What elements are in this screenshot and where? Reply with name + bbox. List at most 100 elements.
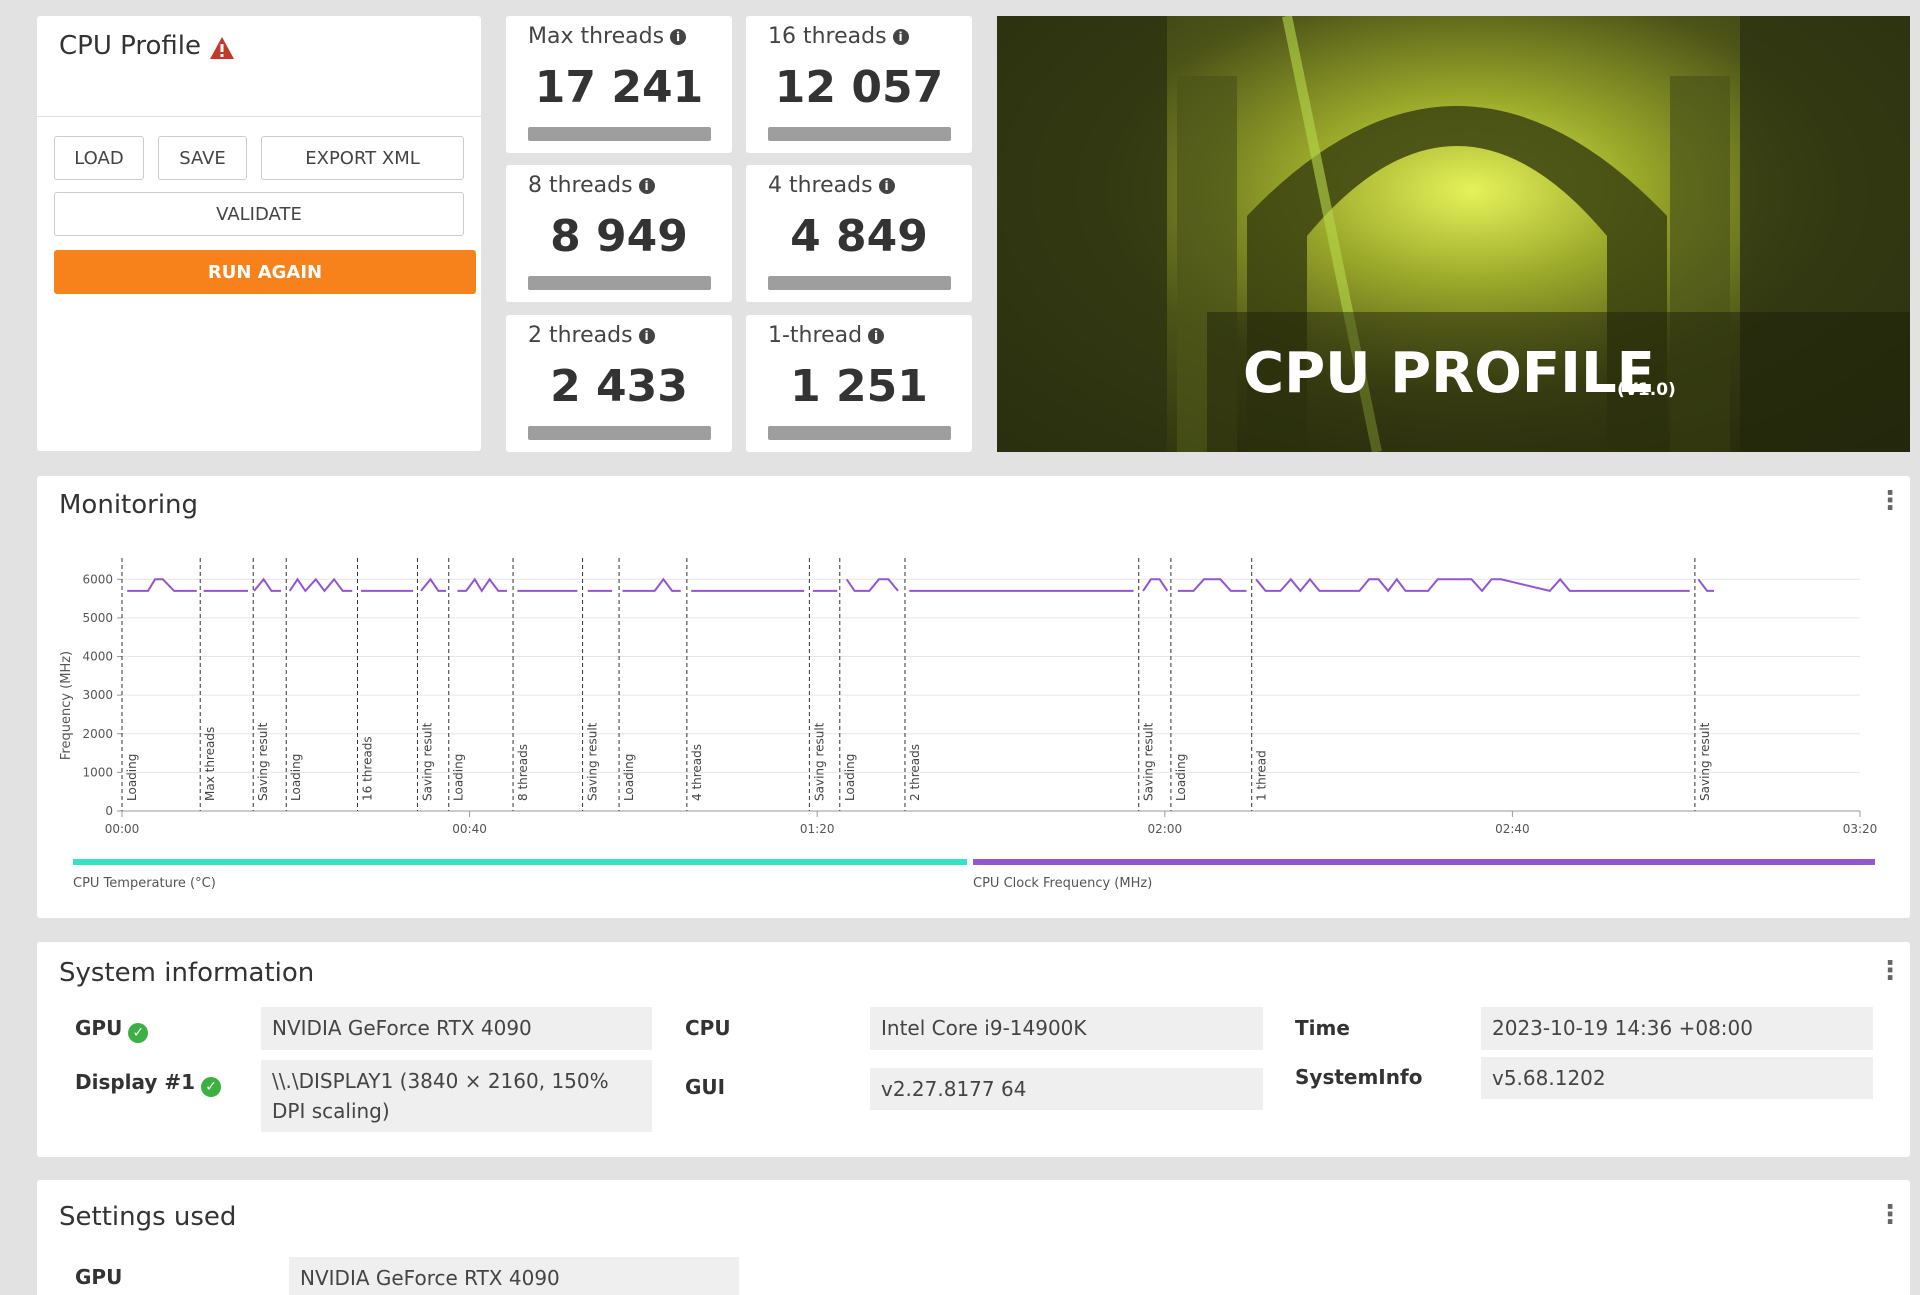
info-icon[interactable]: i — [638, 178, 655, 194]
event-label: Loading — [843, 754, 857, 801]
info-value: v5.68.1202 — [1481, 1057, 1873, 1099]
legend-label: CPU Temperature (°C) — [73, 876, 216, 891]
settings-panel: Settings used ⋮ GPU NVIDIA GeForce RTX 4… — [37, 1180, 1910, 1295]
info-icon[interactable]: i — [638, 328, 655, 344]
info-value: NVIDIA GeForce RTX 4090 — [261, 1007, 652, 1050]
event-label: 4 threads — [690, 744, 704, 801]
score-value: 2 433 — [550, 361, 688, 412]
score-card: 4 threads i 4 849 — [746, 165, 972, 302]
validate-button[interactable]: VALIDATE — [54, 192, 464, 236]
score-bar — [528, 127, 711, 141]
hero-image: CPU PROFILE (V1.0) — [997, 16, 1910, 452]
info-label: GUI — [685, 1075, 726, 1099]
menu-button[interactable]: ⋮ — [1877, 486, 1903, 516]
info-icon[interactable]: i — [892, 29, 909, 45]
event-label: Loading — [125, 754, 139, 801]
event-label: Saving result — [586, 722, 600, 801]
score-value: 4 849 — [790, 211, 928, 262]
info-icon[interactable]: i — [868, 328, 885, 344]
y-tick-label: 0 — [105, 804, 113, 818]
menu-button[interactable]: ⋮ — [1877, 1200, 1903, 1230]
score-bar — [768, 276, 951, 290]
score-card: Max threads i 17 241 — [506, 16, 732, 153]
y-tick-label: 5000 — [82, 611, 113, 625]
y-tick-label: 2000 — [82, 727, 113, 741]
frequency-line — [127, 577, 1715, 593]
profile-panel: CPU Profile LOAD SAVE EXPORT XML VALIDAT… — [37, 16, 481, 451]
setting-label: GPU — [75, 1265, 123, 1289]
info-icon[interactable]: i — [878, 178, 895, 194]
profile-title: CPU Profile — [59, 31, 201, 61]
legend-swatch — [73, 859, 967, 865]
event-label: 16 threads — [360, 736, 374, 801]
score-bar — [768, 426, 951, 440]
event-label: 1 thread — [1255, 750, 1269, 801]
score-label: 2 threads i — [528, 323, 655, 348]
warning-icon — [210, 37, 234, 59]
score-value: 17 241 — [534, 62, 704, 113]
event-label: Loading — [622, 754, 636, 801]
score-bar — [528, 276, 711, 290]
hero-art — [997, 16, 1910, 452]
x-tick-label: 02:40 — [1495, 822, 1530, 836]
ok-icon: ✓ — [201, 1077, 222, 1097]
y-tick-label: 6000 — [82, 572, 113, 586]
score-card: 1-thread i 1 251 — [746, 315, 972, 452]
score-label: 16 threads i — [768, 24, 909, 49]
info-label: Display #1 ✓ — [75, 1070, 222, 1097]
score-bar — [768, 127, 951, 141]
score-label: 8 threads i — [528, 173, 655, 198]
run-again-button[interactable]: RUN AGAIN — [54, 250, 476, 294]
x-tick-label: 01:20 — [800, 822, 835, 836]
info-icon[interactable]: i — [670, 29, 687, 45]
event-label: Saving result — [420, 722, 434, 801]
event-label: Loading — [452, 754, 466, 801]
event-label: Saving result — [812, 722, 826, 801]
event-label: Saving result — [1698, 722, 1712, 801]
info-label: CPU — [685, 1016, 731, 1040]
export-button[interactable]: EXPORT XML — [261, 136, 464, 180]
score-value: 1 251 — [790, 361, 928, 412]
event-label: Saving result — [256, 722, 270, 801]
monitoring-chart: Frequency (MHz) 0 1000 2000 3000 4000 5000 6000… — [59, 558, 1878, 891]
x-tick-label: 00:00 — [105, 822, 140, 836]
score-label: Max threads i — [528, 24, 687, 49]
score-value: 12 057 — [774, 62, 944, 113]
x-tick-label: 00:40 — [452, 822, 487, 836]
legend-label: CPU Clock Frequency (MHz) — [973, 876, 1152, 891]
score-label: 4 threads i — [768, 173, 895, 198]
event-label: 2 threads — [908, 744, 922, 801]
save-button[interactable]: SAVE — [158, 136, 247, 180]
hero-title: CPU PROFILE — [1243, 341, 1655, 406]
info-label: SystemInfo — [1295, 1065, 1423, 1089]
monitoring-panel: Monitoring ⋮ Frequency (MHz) 0 1000 2000 300… — [37, 476, 1910, 918]
y-tick-label: 3000 — [82, 688, 113, 702]
setting-value: NVIDIA GeForce RTX 4090 — [289, 1257, 739, 1295]
menu-button[interactable]: ⋮ — [1877, 956, 1903, 986]
load-button[interactable]: LOAD — [54, 136, 144, 180]
settings-title: Settings used — [59, 1202, 237, 1232]
system-panel: System information ⋮ GPU ✓ NVIDIA GeForce … — [37, 942, 1910, 1157]
info-value: Intel Core i9-14900K — [870, 1007, 1263, 1050]
x-tick-label: 03:20 — [1843, 822, 1878, 836]
event-label: Max threads — [203, 727, 217, 801]
event-label: Loading — [289, 754, 303, 801]
legend-swatch — [973, 859, 1875, 865]
ok-icon: ✓ — [128, 1023, 149, 1043]
divider — [37, 116, 481, 117]
score-card: 8 threads i 8 949 — [506, 165, 732, 302]
event-label: Loading — [1174, 754, 1188, 801]
score-value: 8 949 — [550, 211, 688, 262]
score-card: 16 threads i 12 057 — [746, 16, 972, 153]
info-value: 2023-10-19 14:36 +08:00 — [1481, 1007, 1873, 1050]
score-label: 1-thread i — [768, 323, 885, 348]
y-tick-label: 1000 — [82, 765, 113, 779]
y-tick-label: 4000 — [82, 650, 113, 664]
score-card: 2 threads i 2 433 — [506, 315, 732, 452]
info-label: GPU ✓ — [75, 1016, 149, 1043]
info-value: \\.\DISPLAY1 (3840 × 2160, 150% DPI scal… — [261, 1060, 652, 1132]
system-title: System information — [59, 958, 315, 988]
x-tick-label: 02:00 — [1148, 822, 1183, 836]
info-value: v2.27.8177 64 — [870, 1068, 1263, 1110]
